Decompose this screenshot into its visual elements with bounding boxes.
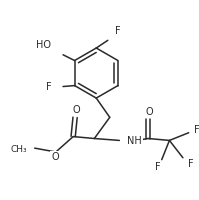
Text: O: O: [145, 107, 153, 117]
Text: F: F: [46, 82, 52, 92]
Text: F: F: [115, 26, 120, 36]
Text: O: O: [51, 152, 59, 162]
Text: O: O: [72, 105, 80, 115]
Text: F: F: [188, 159, 193, 169]
Text: HO: HO: [36, 40, 52, 50]
Text: F: F: [155, 162, 161, 172]
Text: NH: NH: [127, 136, 142, 146]
Text: CH₃: CH₃: [10, 145, 27, 154]
Text: F: F: [194, 125, 199, 135]
